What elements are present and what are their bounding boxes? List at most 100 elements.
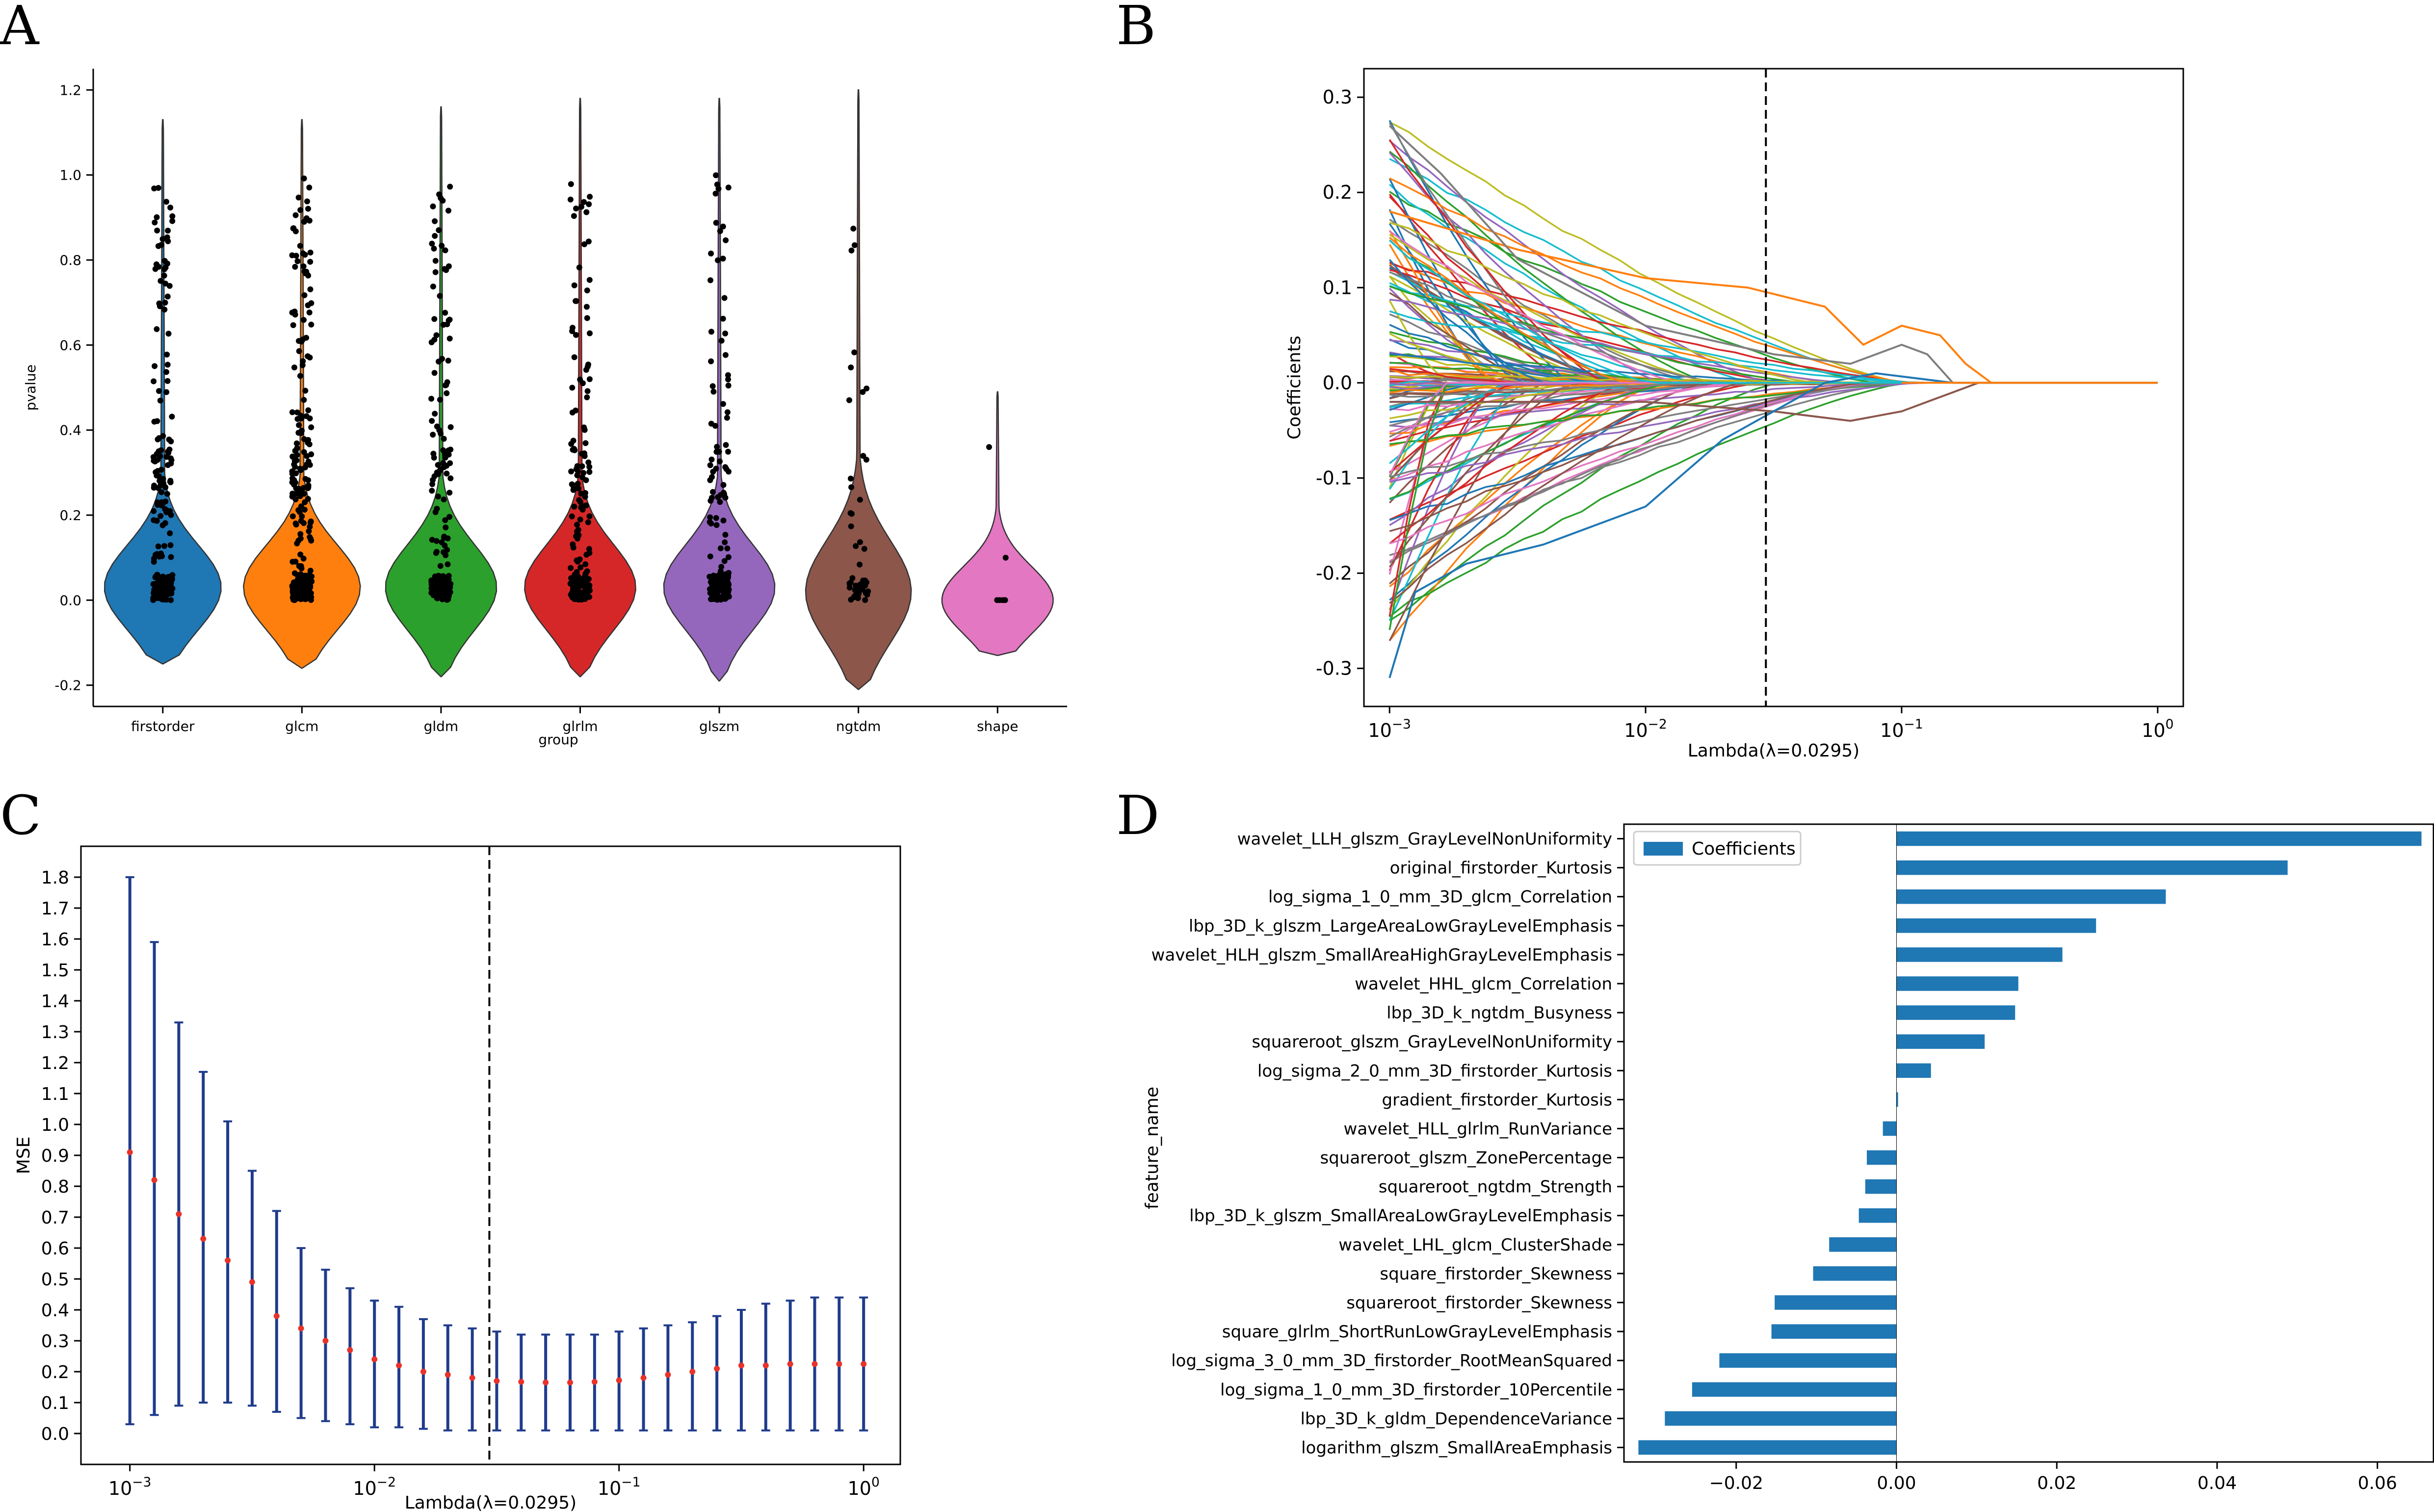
jitter-point — [429, 240, 435, 247]
jitter-point — [725, 382, 732, 389]
feature-label: squareroot_glszm_ZonePercentage — [1320, 1148, 1612, 1168]
x-ticks: firstorder glcm gldm glrlm glszm ngtdm shape — [131, 706, 1018, 734]
y-axis-label: Coefficients — [1284, 336, 1305, 440]
coefficient-lines — [1388, 120, 2158, 678]
x-axis-label: group — [538, 731, 578, 748]
jitter-point — [297, 207, 304, 213]
jitter-point — [151, 555, 157, 562]
panel-label-a: A — [0, 0, 40, 57]
jitter-point — [168, 438, 174, 444]
jitter-point — [428, 339, 435, 345]
x-tick-label: 10−1 — [598, 1475, 641, 1499]
jitter-point — [707, 497, 714, 504]
coefficient-bar — [1719, 1353, 1897, 1368]
mse-mean-point — [518, 1379, 524, 1385]
y-ticks: 0.0 0.1 0.2 0.3 0.4 0.5 0.6 0.7 0.8 0.9 1.0 1.1 1.2 1… — [41, 868, 81, 1444]
y-tick-label: 0.6 — [41, 1239, 69, 1259]
jitter-point — [433, 550, 439, 556]
panel-a-violin-chart: -0.2 0.0 0.2 0.4 0.6 0.8 1.0 1.2 firstorder glcm… — [23, 69, 1067, 748]
jitter-point — [587, 330, 593, 337]
jitter-point — [152, 266, 158, 272]
jitter-point — [720, 482, 727, 488]
jitter-point — [165, 228, 171, 234]
jitter-point — [302, 252, 308, 258]
y-tick-label: 1.0 — [59, 167, 81, 183]
jitter-point — [445, 208, 451, 214]
jitter-point — [718, 564, 725, 570]
jitter-point — [156, 448, 162, 454]
jitter-point — [575, 535, 580, 542]
jitter-point — [573, 298, 579, 304]
jitter-point — [308, 451, 314, 457]
jitter-point — [158, 489, 165, 495]
jitter-point — [581, 241, 588, 247]
jitter-point — [444, 547, 450, 553]
jitter-point — [298, 413, 304, 419]
mse-mean-point — [591, 1379, 598, 1385]
jitter-point — [432, 233, 438, 239]
coefficient-bars — [1638, 831, 2422, 1455]
y-tick-label: 0.6 — [59, 337, 81, 353]
jitter-point — [155, 185, 161, 191]
jitter-point — [446, 490, 453, 496]
jitter-point — [722, 330, 729, 337]
jitter-point — [289, 252, 295, 259]
jitter-point — [577, 517, 583, 522]
jitter-point — [717, 228, 723, 235]
mse-mean-point — [127, 1149, 133, 1155]
jitter-point — [582, 490, 588, 496]
jitter-point — [586, 464, 593, 470]
jitter-point — [291, 592, 297, 598]
jitter-point — [308, 300, 314, 306]
jitter-point — [575, 558, 581, 565]
jitter-point — [707, 553, 713, 560]
jitter-point — [432, 269, 439, 275]
jitter-point — [575, 481, 581, 487]
x-tick-label: gldm — [424, 718, 459, 734]
mse-mean-point — [665, 1372, 671, 1378]
jitter-point — [445, 596, 451, 602]
jitter-point — [293, 521, 299, 528]
jitter-point — [718, 338, 725, 344]
jitter-point — [441, 436, 447, 442]
feature-label: wavelet_HLH_glszm_SmallAreaHighGrayLevel… — [1152, 945, 1612, 965]
y-tick-label: 1.6 — [41, 930, 69, 950]
jitter-point — [298, 339, 305, 345]
mse-mean-point — [640, 1375, 647, 1381]
jitter-point — [154, 572, 160, 578]
jitter-point — [723, 237, 729, 243]
jitter-point — [848, 247, 855, 254]
jitter-point — [437, 396, 443, 403]
jitter-point — [569, 513, 575, 520]
jitter-point — [445, 561, 451, 568]
violin-shape — [941, 391, 1054, 656]
y-tick-label: 0.2 — [1323, 182, 1352, 203]
jitter-point — [725, 575, 731, 581]
jitter-point — [710, 389, 717, 395]
jitter-point — [295, 538, 302, 544]
jitter-point — [431, 584, 437, 590]
jitter-point — [585, 362, 591, 367]
jitter-point — [164, 362, 171, 368]
coefficient-line — [1388, 382, 2158, 610]
jitter-point — [722, 532, 729, 538]
y-tick-label: 1.2 — [59, 82, 81, 98]
jitter-point — [156, 300, 162, 307]
jitter-point — [434, 469, 440, 476]
jitter-point — [576, 497, 582, 503]
jitter-point — [306, 217, 313, 224]
jitter-point — [155, 543, 161, 549]
jitter-point — [578, 504, 584, 511]
jitter-point — [708, 456, 715, 463]
jitter-point — [711, 577, 717, 584]
jitter-point — [307, 249, 314, 256]
jitter-point — [443, 382, 449, 388]
x-tick-label: −0.02 — [1709, 1473, 1763, 1493]
jitter-point — [571, 591, 577, 598]
feature-labels: wavelet_LLH_glszm_GrayLevelNonUniformity… — [1152, 830, 1624, 1458]
jitter-point — [568, 565, 574, 571]
y-tick-label: 0.0 — [59, 592, 81, 608]
mse-mean-point — [176, 1211, 182, 1217]
jitter-point — [290, 586, 297, 593]
coefficient-line — [1388, 382, 2158, 617]
